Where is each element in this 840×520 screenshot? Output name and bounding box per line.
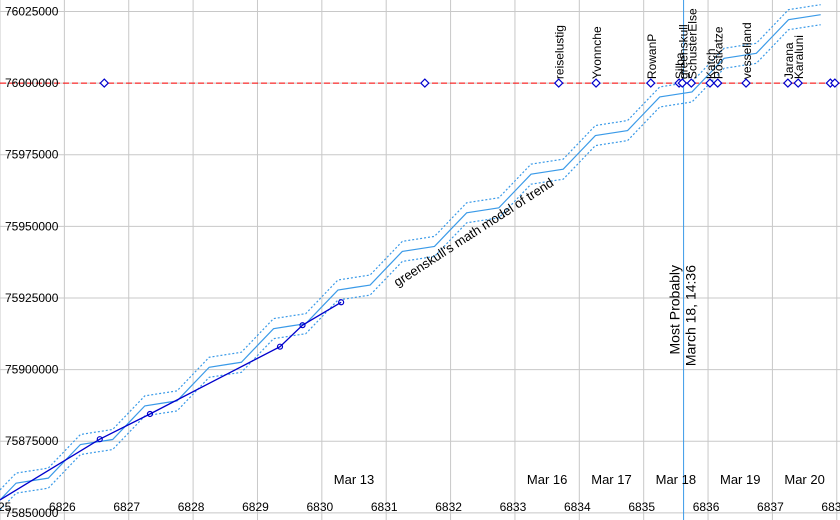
- model-annotation: greenskull's math model of trend: [391, 175, 556, 290]
- x-tick-label: 6834: [564, 500, 591, 514]
- most-probable-label: March 18, 14:36: [683, 265, 699, 366]
- prediction-name: reiselustig: [553, 25, 567, 79]
- prediction-marker: [705, 78, 715, 88]
- observed-point: [299, 322, 306, 329]
- prediction-marker: [741, 78, 751, 88]
- prediction-marker: [591, 78, 601, 88]
- x-tick-label: 6833: [500, 500, 527, 514]
- prediction-name: Pöstkatze: [712, 26, 726, 79]
- most-probable-label: Most Probably: [667, 265, 683, 354]
- prediction-marker: [783, 78, 793, 88]
- x-tick-label: 6837: [757, 500, 784, 514]
- date-label: Mar 13: [334, 472, 374, 487]
- x-tick-label: 6838: [821, 500, 840, 514]
- labels: 6825 6826 6827 6828 6829 6830 6831 6832 6833 6834…: [0, 4, 840, 519]
- y-tick-label: 76025000: [5, 4, 59, 18]
- prediction-marker: [686, 78, 697, 88]
- prediction-name: Karaluni: [792, 35, 806, 79]
- date-label: Mar 17: [591, 472, 631, 487]
- prediction-name: greenskull: [676, 24, 690, 79]
- prediction-name: vesselland: [740, 22, 754, 79]
- prediction-marker: [712, 78, 723, 88]
- prediction-marker: [645, 78, 656, 88]
- x-tick-label: 6825: [0, 500, 12, 514]
- y-tick-label: 75900000: [5, 363, 59, 377]
- x-tick-label: 6831: [371, 500, 398, 514]
- prediction-marker: [793, 78, 804, 88]
- x-tick-label: 6828: [178, 500, 205, 514]
- observed-point: [96, 436, 103, 443]
- prediction-name: Silba: [673, 52, 687, 79]
- model-lower-band: [0, 24, 821, 511]
- observed-point: [146, 410, 154, 418]
- prediction-marker: [677, 78, 688, 88]
- x-tick-label: 6827: [113, 500, 140, 514]
- prediction-name: Jarana: [782, 42, 796, 79]
- prediction-marker: [553, 78, 564, 88]
- date-label: Mar 16: [527, 472, 567, 487]
- prediction-name: Yvonnche: [590, 26, 604, 79]
- model-upper-band: [0, 4, 821, 491]
- prediction-name: RowanP: [645, 34, 659, 79]
- x-tick-label: 6829: [242, 500, 269, 514]
- x-tick-label: 6832: [435, 500, 462, 514]
- date-label: Mar 18: [656, 472, 696, 487]
- date-label: Mar 19: [720, 472, 760, 487]
- x-tick-label: 6826: [49, 500, 76, 514]
- observed-point: [276, 343, 284, 350]
- prediction-marker: [419, 78, 430, 88]
- y-tick-label: 75850000: [5, 506, 59, 520]
- prediction-name: Katch: [704, 48, 718, 79]
- prediction-name: SchusterElse: [685, 8, 699, 79]
- y-tick-label: 75975000: [5, 148, 59, 162]
- observed-line: [0, 301, 342, 501]
- y-tick-label: 75875000: [5, 434, 59, 448]
- observed-point: [338, 299, 345, 306]
- y-tick-label: 76000000: [5, 76, 59, 90]
- x-tick-label: 6830: [306, 500, 333, 514]
- x-tick-label: 6836: [693, 500, 720, 514]
- x-tick-label: 6835: [628, 500, 655, 514]
- y-tick-label: 75925000: [5, 291, 59, 305]
- y-tick-label: 75950000: [5, 219, 59, 233]
- date-label: Mar 20: [784, 472, 824, 487]
- prediction-marker: [830, 78, 840, 88]
- prediction-marker: [99, 78, 110, 88]
